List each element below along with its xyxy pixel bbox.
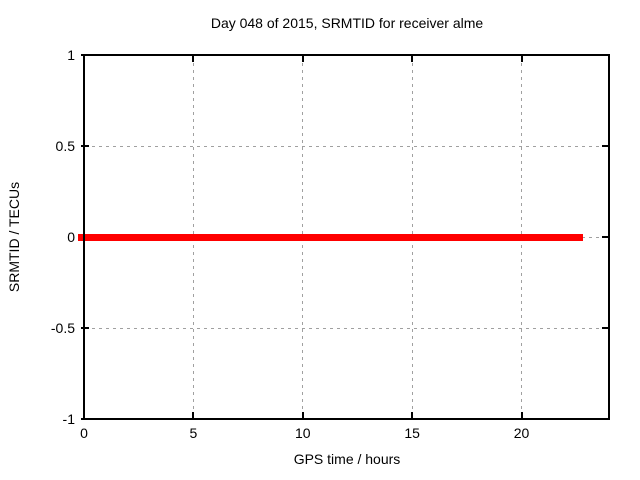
gridline-horizontal — [85, 145, 608, 147]
chart-title: Day 048 of 2015, SRMTID for receiver alm… — [210, 15, 484, 31]
x-tick-top — [301, 56, 304, 62]
plot-border — [83, 54, 610, 420]
x-tick-top — [192, 56, 195, 62]
x-tick-bottom — [411, 412, 414, 418]
y-tick-label: 0.5 — [55, 138, 75, 154]
x-tick-bottom — [192, 412, 195, 418]
y-tick-label: -0.5 — [50, 320, 75, 336]
y-tick-right — [602, 327, 608, 329]
y-tick-right — [602, 145, 608, 147]
y-tick-label: 0 — [67, 229, 75, 245]
x-tick-top — [411, 56, 414, 62]
x-tick-bottom — [520, 412, 523, 418]
data-series-line — [78, 233, 583, 241]
y-tick-label: 1 — [67, 47, 75, 63]
x-tick-label: 20 — [513, 425, 530, 441]
x-tick-top — [520, 56, 523, 62]
x-tick-label: 15 — [404, 425, 420, 441]
x-tick-label: 5 — [189, 425, 198, 441]
y-tick-right — [602, 236, 608, 238]
x-tick-label: 10 — [294, 425, 311, 441]
y-tick-left — [81, 145, 89, 147]
y-tick-left — [81, 327, 89, 329]
y-tick-label: -1 — [62, 411, 75, 427]
x-tick-bottom — [301, 412, 304, 418]
x-axis-label: GPS time / hours — [293, 451, 401, 467]
gridline-horizontal — [85, 327, 608, 329]
x-tick-label: 0 — [80, 425, 88, 441]
